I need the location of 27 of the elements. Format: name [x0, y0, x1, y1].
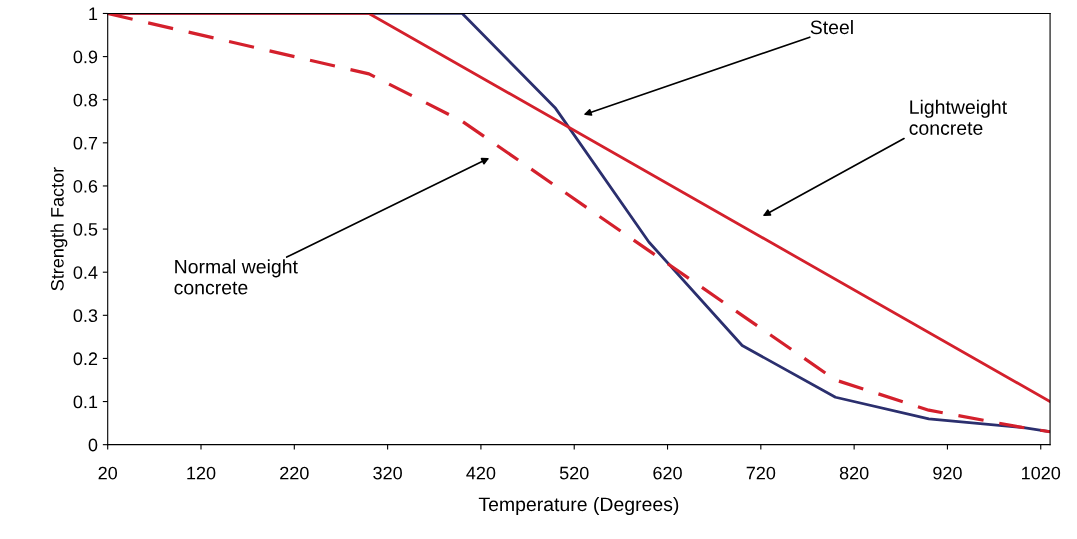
x-tick-label: 320 [373, 466, 402, 480]
y-tick-label: 0.5 [73, 223, 98, 236]
annotation: Normal weight concrete [174, 259, 298, 295]
x-tick-label: 520 [559, 466, 589, 480]
y-tick-label: 0.6 [73, 179, 98, 193]
y-tick-label: 1 [89, 7, 98, 21]
x-tick-label: 820 [839, 466, 869, 480]
annotation: Lightweight concrete [909, 99, 1007, 135]
y-tick-label: 0.3 [73, 309, 98, 323]
y-tick-label: 0.8 [73, 93, 98, 107]
y-tick-label: 0.2 [73, 352, 98, 366]
x-tick-label: 120 [187, 466, 216, 480]
x-axis-title: Temperature (Degrees) [478, 496, 679, 516]
y-axis-title: Strength Factor [50, 167, 68, 291]
y-tick-label: 0.1 [73, 395, 98, 409]
x-tick-label: 920 [933, 466, 962, 480]
x-tick-label: 620 [653, 466, 682, 480]
x-tick-label: 720 [746, 466, 776, 480]
x-tick-label: 20 [98, 466, 118, 480]
x-tick-label: 1020 [1022, 466, 1061, 480]
y-tick-label: 0.9 [73, 50, 98, 64]
x-tick-label: 420 [466, 466, 496, 480]
y-tick-label: 0 [88, 438, 98, 452]
x-tick-label: 220 [280, 466, 309, 480]
annotation: Steel [810, 19, 853, 35]
y-tick-label: 0.4 [73, 266, 98, 279]
y-tick-label: 0.7 [73, 136, 98, 150]
